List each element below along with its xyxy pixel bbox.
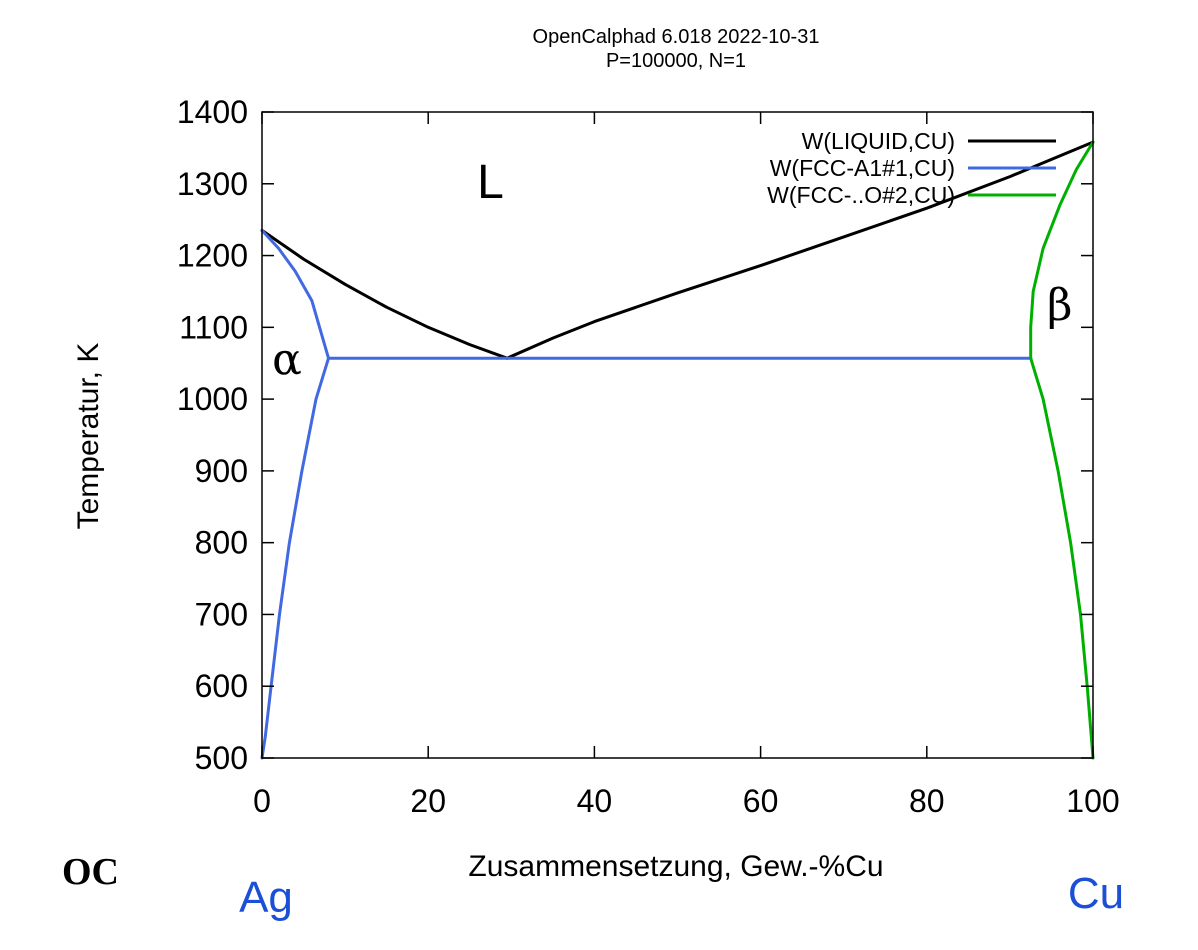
y-tick-label: 1200 [177, 238, 248, 274]
y-tick-label: 900 [195, 453, 248, 489]
legend: W(LIQUID,CU)W(FCC-A1#1,CU)W(FCC-..O#2,CU… [767, 128, 1056, 208]
phase-label-0: L [477, 156, 504, 209]
x-axis-label: Zusammensetzung, Gew.-%Cu [468, 850, 883, 883]
phase-label-1: α [272, 334, 302, 385]
chart-subtitle: P=100000, N=1 [606, 50, 746, 72]
x-tick-label: 0 [253, 783, 271, 819]
y-tick-label: 1100 [179, 309, 248, 345]
x-tick-label: 60 [743, 783, 779, 819]
series-2-line-1 [1029, 356, 1095, 760]
phase-label-2: β [1047, 280, 1072, 331]
plot-frame [261, 111, 1094, 759]
opencalphad-logo: OC [62, 851, 119, 893]
y-tick-label: 500 [195, 740, 248, 776]
series-0-line-1 [505, 140, 1095, 360]
legend-label-0: W(LIQUID,CU) [802, 128, 955, 154]
axis-layer: 0 20 40 60 80 100 500 600 700 800 900 1000 1100 1200 1… [177, 94, 1120, 819]
series-1-line-2 [260, 356, 330, 760]
annotation-layer: Lα β [272, 156, 1072, 385]
series-layer [260, 140, 1095, 760]
y-tick-label: 800 [195, 525, 248, 561]
y-axis-label: Temperatur, K [72, 343, 105, 530]
y-tick-label: 1000 [177, 381, 248, 417]
legend-label-1: W(FCC-A1#1,CU) [770, 155, 955, 181]
x-tick-label: 80 [909, 783, 945, 819]
x-tick-label: 20 [410, 783, 446, 819]
y-tick-label: 700 [195, 596, 248, 632]
chart-title: OpenCalphad 6.018 2022-10-31 [533, 26, 820, 48]
x-tick-label: 100 [1066, 783, 1119, 819]
y-tick-label: 600 [195, 668, 248, 704]
y-tick-label: 1400 [177, 94, 248, 130]
component-right-label: Cu [1068, 869, 1124, 918]
legend-label-2: W(FCC-..O#2,CU) [767, 182, 955, 208]
component-left-label: Ag [239, 873, 293, 922]
y-tick-label: 1300 [177, 166, 248, 202]
series-1-line-0 [260, 228, 330, 360]
series-0-line-0 [260, 228, 509, 360]
series-2-line-0 [1029, 140, 1095, 360]
x-tick-label: 40 [577, 783, 613, 819]
